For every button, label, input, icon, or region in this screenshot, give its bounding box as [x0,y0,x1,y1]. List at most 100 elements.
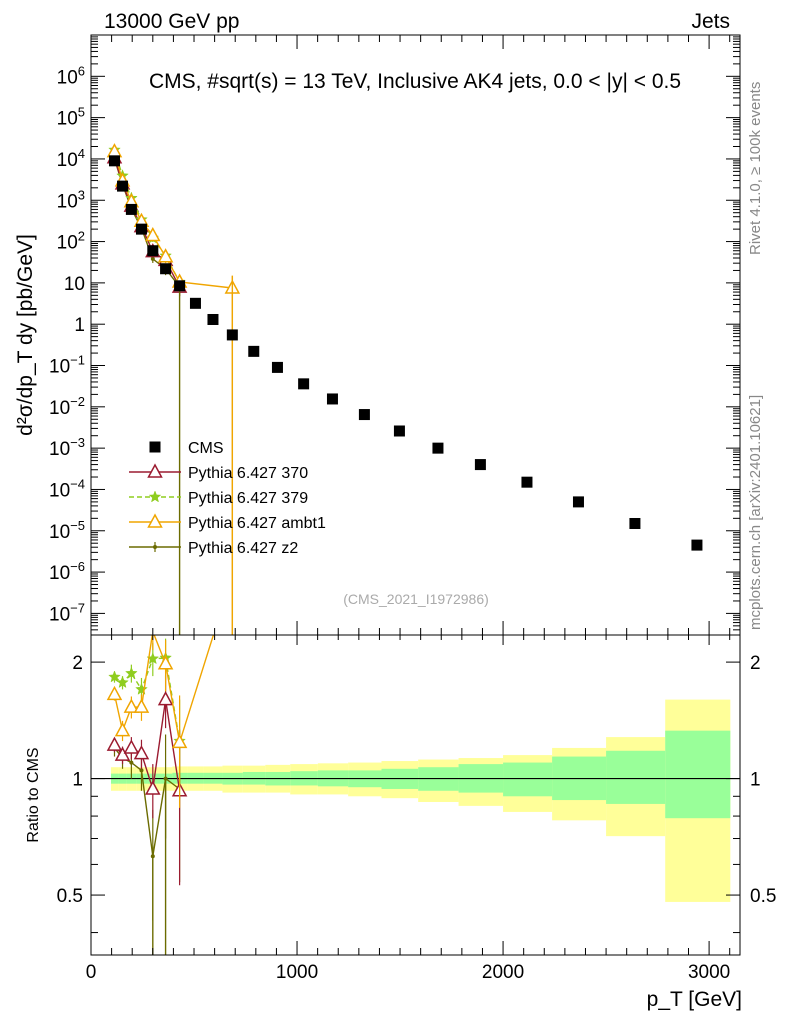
ratio-tick-label: 0.5 [750,886,776,907]
cms-point [125,203,137,215]
cms-point [271,361,283,373]
y-axis-label: d²σ/dp_T dy [pb/GeV] [14,234,37,436]
ambt1-ratio-point [133,698,150,713]
y-tick-label: 105 [57,105,85,130]
z2-ratio-point [129,760,134,765]
x-tick-label: 3000 [688,962,730,983]
legend-label-ambt1: Pythia 6.427 ambt1 [188,515,326,532]
ratio-panel: 0.5 0.5 1 1 2 2 0 1000 2000 3000 [57,35,776,983]
cms-point [135,223,147,235]
p379-ratio-point [135,682,148,695]
cms-point [474,459,486,471]
ambt1-point [106,143,123,158]
cms-point [174,280,186,292]
y-tick-label: 10 [64,274,85,295]
y-tick-label: 10−1 [49,353,85,378]
legend-marker-p379 [148,490,162,503]
legend-label-z2: Pythia 6.427 z2 [188,540,298,557]
cms-point [572,496,584,508]
y-tick-label: 102 [57,229,85,254]
p379-ratio-point [125,666,138,679]
p370-ratio-point [145,780,161,795]
ratio-band-stat [606,750,666,804]
y-tick-label: 10−5 [49,518,85,543]
y-tick-label: 10−3 [49,435,85,460]
legend: CMS Pythia 6.427 370 Pythia 6.427 379 Pythi… [129,440,326,557]
legend-marker-p370 [147,463,163,478]
upper-content [106,143,703,635]
upper-panel: 10−7 10−6 10−5 10−4 10−3 10−2 10−1 1 10 102 103 104… [49,34,741,636]
ratio-content [91,635,740,955]
p370-ratio-point [106,736,123,751]
y-tick-label: 10−2 [49,394,85,419]
z2-ratio-line [113,747,181,857]
cms-point [358,409,370,421]
y-tick-label: 10−4 [49,476,85,501]
y-tick-label: 1 [74,315,85,336]
cms-point [629,517,641,529]
p370-ratio-point [114,746,131,761]
cms-point [326,393,338,405]
ambt1-ratio-point [106,685,123,701]
ambt1-point [145,226,161,242]
cms-point [108,155,120,167]
cms-point [691,539,703,551]
upper-y-ticks: 10−7 10−6 10−5 10−4 10−3 10−2 10−1 1 10 102 103 104… [49,36,740,636]
ratio-frame [90,634,741,956]
ambt1-ratio-point [114,722,131,737]
legend-marker-ambt1 [147,513,163,528]
x-ticks: 0 1000 2000 3000 [86,35,730,983]
legend-label-p370: Pythia 6.427 370 [188,465,308,482]
legend-label-p379: Pythia 6.427 379 [188,490,308,507]
x-tick-label: 1000 [276,962,318,983]
ambt1-ratio-point [123,698,140,713]
cms-point [432,442,444,454]
z2-ratio-point [139,768,144,773]
ratio-band-stat [503,762,553,797]
ratio-tick-label: 2 [72,653,83,674]
ratio-tick-label: 0.5 [57,886,83,907]
p379-ratio-point [116,675,129,689]
plot-title: CMS, #sqrt(s) = 13 TeV, Inclusive AK4 je… [149,70,681,93]
cms-point [207,313,219,325]
cms-point [117,180,129,192]
header-left-title: 13000 GeV pp [104,10,239,33]
z2-point [150,256,155,261]
legend-label-cms: CMS [188,440,224,457]
ambt1-ratio-point [171,733,188,749]
ambt1-ratio-line [113,635,215,743]
ratio-tick-label: 2 [750,653,761,674]
cms-point [147,245,159,257]
ratio-axis-label: Ratio to CMS [25,747,42,842]
p370-ratio-point [123,739,140,754]
cms-point [226,329,238,341]
ambt1-line [113,151,233,289]
y-tick-label: 10−6 [49,559,85,584]
y-tick-label: 104 [57,146,85,171]
cms-point [189,297,201,309]
cms-point [521,476,533,488]
p370-ratio-point [133,745,150,760]
cms-point [298,378,310,390]
side-mcplots-label: mcplots.cern.ch [arXiv:2401.10621] [747,395,764,630]
ratio-band-stat [665,730,731,819]
cms-point [160,263,172,275]
y-tick-label: 103 [57,187,85,212]
ratio-tick-label: 1 [72,770,83,791]
x-axis-label: p_T [GeV] [647,988,742,1011]
y-tick-label: 10−7 [49,600,85,625]
legend-marker-cms [149,441,161,453]
p370-ratio-point [157,691,174,706]
x-tick-label: 0 [86,962,97,983]
side-rivet-label: Rivet 4.1.0, ≥ 100k events [747,82,764,255]
ambt1-ratio-point [157,655,174,670]
p379-ratio-point [108,670,121,683]
ratio-y-ticks: 0.5 0.5 1 1 2 2 [57,653,776,934]
header-right-title: Jets [691,10,730,33]
ambt1-point [157,248,174,263]
y-tick-label: 106 [57,63,85,88]
cms-point [248,345,260,357]
ratio-tick-label: 1 [750,770,761,791]
cms-point [393,425,405,437]
